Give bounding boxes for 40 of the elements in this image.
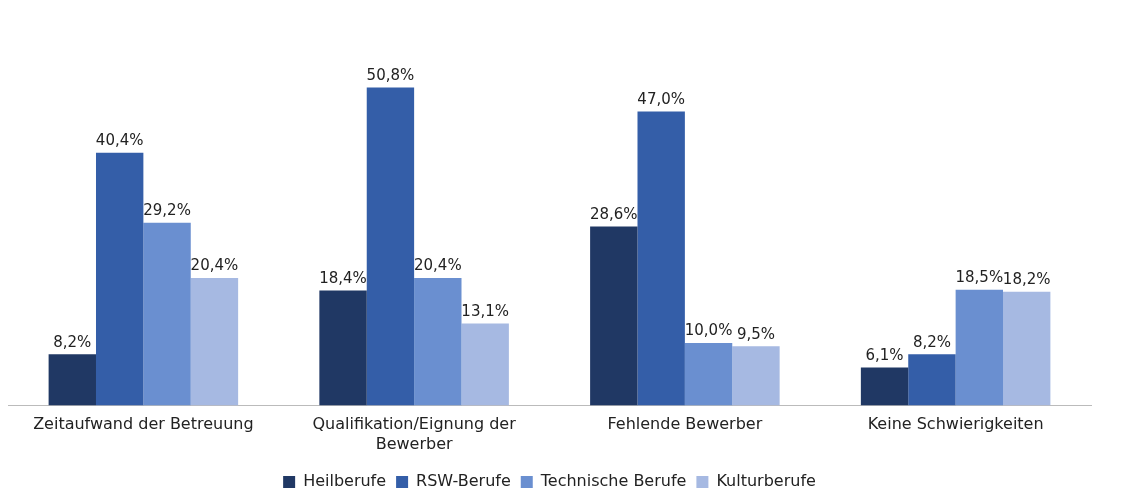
data-label: 18,4% xyxy=(319,268,367,287)
bar xyxy=(637,111,685,406)
bar xyxy=(590,226,638,406)
data-label: 13,1% xyxy=(461,301,510,320)
data-label: 9,5% xyxy=(736,324,775,343)
bar xyxy=(461,323,509,406)
x-tick-label: Keine Schwierigkeiten xyxy=(867,414,1044,434)
bar xyxy=(684,343,733,406)
data-label: 20,4% xyxy=(190,256,239,275)
bar xyxy=(414,277,462,406)
data-label: 28,6% xyxy=(589,204,638,223)
data-label: 20,4% xyxy=(413,256,462,275)
bar xyxy=(190,277,239,406)
bar xyxy=(908,354,956,406)
data-label: 29,2% xyxy=(143,201,191,220)
bar xyxy=(319,290,367,406)
bar xyxy=(955,289,1004,406)
data-label: 8,2% xyxy=(53,332,92,351)
bar xyxy=(95,152,144,406)
bar xyxy=(48,354,96,406)
x-tick-label: Fehlende Bewerber xyxy=(607,414,763,434)
bar xyxy=(1003,291,1051,406)
legend-label: Heilberufe xyxy=(303,471,387,491)
data-label: 47,0% xyxy=(637,89,686,108)
x-tick-label: Qualifikation/Eignung der Bewerber xyxy=(312,414,517,453)
data-label: 6,1% xyxy=(865,345,904,364)
bar xyxy=(860,367,909,406)
data-label: 10,0% xyxy=(684,321,733,340)
data-label: 50,8% xyxy=(366,65,415,84)
legend-label: Technische Berufe xyxy=(539,471,687,491)
data-label: 8,2% xyxy=(912,332,951,351)
bar xyxy=(732,346,780,406)
data-label: 18,5% xyxy=(955,268,1004,287)
data-label: 18,2% xyxy=(1002,270,1051,289)
bar xyxy=(143,222,191,406)
legend-label: Kulturberufe xyxy=(716,471,816,491)
x-tick-label: Zeitaufwand der Betreuung xyxy=(33,414,254,434)
legend-label: RSW-Berufe xyxy=(416,471,511,491)
data-label: 40,4% xyxy=(95,131,144,150)
bar xyxy=(366,87,415,406)
